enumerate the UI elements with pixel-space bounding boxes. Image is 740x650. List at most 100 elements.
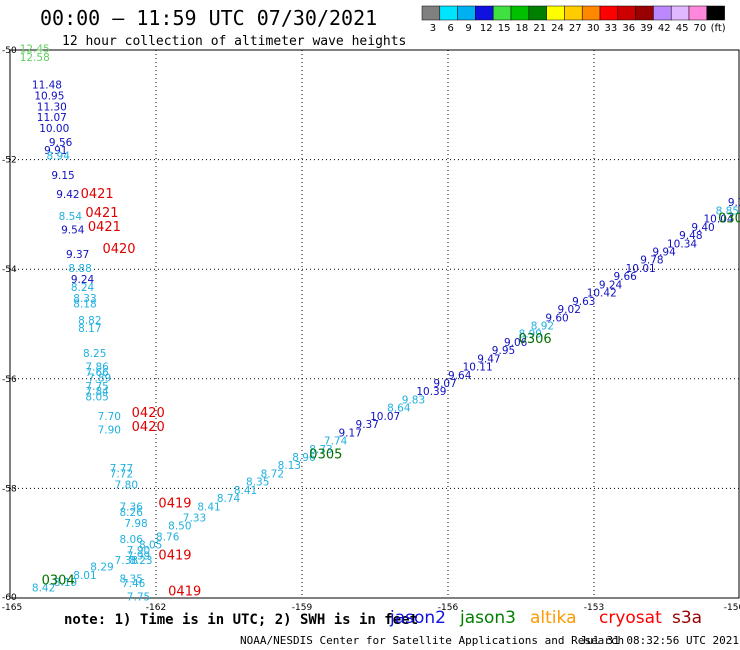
wave-height-label: 7.80 bbox=[115, 479, 138, 491]
legend-swatch bbox=[528, 5, 547, 21]
wave-height-label: 8.42 bbox=[32, 582, 55, 594]
wave-height-label: 11.30 bbox=[37, 101, 67, 113]
legend-label: 15 bbox=[498, 23, 511, 34]
wave-height-label: 8.72 bbox=[261, 468, 284, 480]
wave-height-label: 7.36 bbox=[120, 501, 144, 513]
satellite-s3a: s3a bbox=[672, 608, 703, 628]
legend-label: 21 bbox=[533, 23, 546, 34]
wave-height-label: 9.54 bbox=[61, 225, 85, 237]
legend-label: 33 bbox=[605, 23, 618, 34]
wave-height-label: 10.42 bbox=[587, 288, 617, 300]
wave-height-label: 9.91 bbox=[44, 145, 67, 157]
wave-height-label: 8.85 bbox=[716, 205, 739, 217]
legend-swatch bbox=[670, 5, 690, 21]
legend-label: 36 bbox=[622, 23, 635, 34]
wave-height-label: 7.84 bbox=[85, 386, 109, 398]
legend-label: 30 bbox=[587, 23, 600, 34]
lat-tick-label: -52 bbox=[2, 156, 17, 166]
wave-height-label: 9.17 bbox=[339, 427, 362, 439]
wave-height-label: 7.89 bbox=[88, 373, 111, 385]
wave-height-label: 8.99 bbox=[519, 329, 542, 341]
wave-height-label: 9.24 bbox=[599, 279, 623, 291]
wave-height-label: 7.33 bbox=[183, 512, 206, 524]
legend-swatch bbox=[546, 5, 565, 21]
wave-height-label: 9.83 bbox=[402, 394, 425, 406]
wave-height-label: 7.74 bbox=[324, 436, 348, 448]
wave-height-label: 8.01 bbox=[73, 570, 96, 582]
pass-time-label: 0419 bbox=[158, 497, 191, 512]
wave-height-label: 9.64 bbox=[448, 370, 472, 382]
wave-height-label: 9.56 bbox=[49, 137, 73, 149]
wave-height-label: 8.05 bbox=[139, 540, 162, 552]
legend-label: 18 bbox=[516, 23, 529, 34]
legend-swatch bbox=[421, 5, 441, 21]
pass-time-label: 0306 bbox=[519, 332, 552, 347]
wave-height-label: 9.63 bbox=[572, 296, 595, 308]
wave-height-label: 7.77 bbox=[110, 463, 133, 475]
legend-label: 3 bbox=[430, 23, 436, 34]
wave-height-label: 10.95 bbox=[34, 90, 64, 102]
wave-height-label: 9.06 bbox=[504, 337, 528, 349]
wave-height-label: 12.45 bbox=[20, 44, 50, 56]
wave-height-label: 8.23 bbox=[129, 555, 152, 567]
lon-tick-label: -153 bbox=[584, 603, 604, 613]
wave-height-label: 7.75 bbox=[85, 381, 108, 393]
wave-height-label: 8.88 bbox=[68, 263, 91, 275]
wave-height-label: 9.47 bbox=[477, 353, 500, 365]
pass-time-label: 0307 bbox=[718, 212, 740, 227]
satellite-jason2: jason2 bbox=[390, 608, 446, 628]
wave-height-label: 8.19 bbox=[54, 577, 77, 589]
wave-height-label: 8.94 bbox=[47, 151, 71, 163]
wave-height-label: 10.01 bbox=[626, 263, 656, 275]
legend-swatch bbox=[492, 5, 512, 21]
wave-height-label: 7.99 bbox=[127, 551, 150, 563]
legend-label: 6 bbox=[448, 23, 454, 34]
wave-height-label: 9.66 bbox=[613, 271, 637, 283]
wave-height-label: 9.17 bbox=[728, 197, 740, 209]
map-title: 00:00 – 11:59 UTC 07/30/2021 bbox=[40, 6, 378, 30]
lon-tick-label: -156 bbox=[438, 603, 459, 613]
pass-time-label: 0305 bbox=[309, 447, 342, 462]
satellite-cryosat: cryosat bbox=[599, 608, 662, 628]
lat-tick-label: -58 bbox=[2, 484, 17, 494]
wave-height-label: 10.07 bbox=[370, 411, 400, 423]
legend-swatch bbox=[706, 5, 725, 21]
wave-height-label: 8.76 bbox=[156, 531, 180, 543]
wave-height-label: 8.74 bbox=[217, 493, 241, 505]
wave-height-label: 10.39 bbox=[416, 386, 446, 398]
wave-height-label: 7.75 bbox=[127, 592, 150, 604]
wave-height-label: 8.18 bbox=[73, 299, 96, 311]
wave-height-label: 9.42 bbox=[56, 189, 79, 201]
wave-height-label: 9.48 bbox=[679, 230, 702, 242]
wave-height-label: 8.24 bbox=[71, 282, 95, 294]
wave-height-label: 7.66 bbox=[85, 367, 109, 379]
wave-height-label: 8.26 bbox=[120, 507, 144, 519]
wave-height-label: 7.72 bbox=[110, 468, 133, 480]
legend-label: 9 bbox=[465, 23, 471, 34]
wave-height-label: 8.25 bbox=[83, 348, 106, 360]
wave-height-label: 8.64 bbox=[387, 403, 411, 415]
wave-height-label: 10.00 bbox=[39, 123, 69, 135]
timestamp: Jul 31 08:32:56 UTC 2021 bbox=[580, 634, 739, 647]
map-subtitle: 12 hour collection of altimeter wave hei… bbox=[62, 34, 407, 49]
lat-tick-label: -54 bbox=[2, 265, 17, 275]
wave-height-label: 9.24 bbox=[71, 274, 95, 286]
lat-tick-label: -60 bbox=[2, 593, 17, 603]
lat-tick-label: -56 bbox=[2, 375, 17, 385]
legend-swatch bbox=[564, 5, 583, 21]
pass-time-label: 0419 bbox=[168, 584, 201, 599]
footnote: note: 1) Time is in UTC; 2) SWH is in fe… bbox=[64, 612, 419, 628]
wave-height-label: 8.54 bbox=[59, 211, 83, 223]
legend-label: 42 bbox=[658, 23, 671, 34]
wave-height-label: 7.90 bbox=[127, 545, 150, 557]
legend-swatch bbox=[581, 5, 601, 21]
credit-line: NOAA/NESDIS Center for Satellite Applica… bbox=[240, 634, 625, 647]
wave-height-label: 9.60 bbox=[545, 312, 568, 324]
wave-height-label: 7.90 bbox=[98, 425, 121, 437]
legend-label: 24 bbox=[551, 23, 564, 34]
legend-label: 45 bbox=[676, 23, 689, 34]
wave-height-label: 7.70 bbox=[98, 411, 121, 423]
legend-swatch bbox=[688, 5, 708, 21]
wave-height-label: 8.41 bbox=[197, 501, 220, 513]
